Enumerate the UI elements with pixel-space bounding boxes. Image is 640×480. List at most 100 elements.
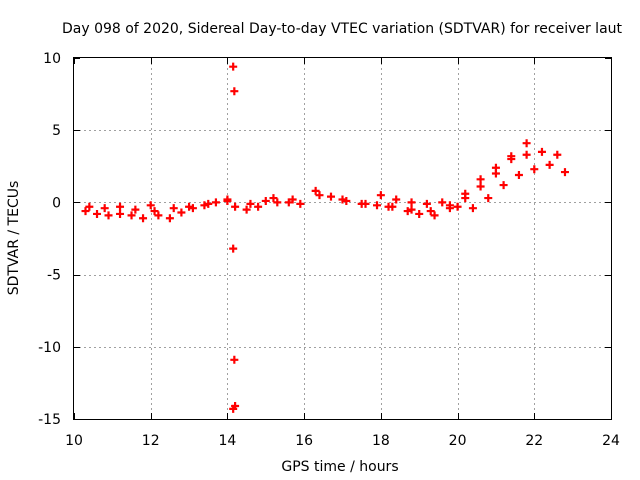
data-point bbox=[269, 194, 278, 203]
y-tick-label: 0 bbox=[52, 195, 61, 211]
x-tick-label: 22 bbox=[525, 433, 543, 449]
data-point bbox=[204, 199, 213, 208]
x-tick-label: 24 bbox=[602, 433, 620, 449]
data-point bbox=[445, 201, 454, 210]
data-point bbox=[188, 204, 197, 213]
data-point bbox=[326, 192, 335, 201]
data-point bbox=[422, 199, 431, 208]
data-point bbox=[139, 214, 148, 223]
data-point bbox=[169, 204, 178, 213]
data-point bbox=[223, 195, 232, 204]
data-point bbox=[229, 62, 238, 71]
data-point bbox=[177, 208, 186, 217]
data-point bbox=[231, 202, 240, 211]
data-point bbox=[127, 211, 136, 220]
data-point bbox=[384, 202, 393, 211]
data-point bbox=[116, 202, 125, 211]
data-point bbox=[407, 198, 416, 207]
data-point bbox=[499, 181, 508, 190]
x-tick-label: 14 bbox=[219, 433, 237, 449]
data-point bbox=[342, 196, 351, 205]
data-point bbox=[261, 196, 270, 205]
data-point bbox=[560, 168, 569, 177]
data-point bbox=[476, 175, 485, 184]
data-point bbox=[165, 214, 174, 223]
data-point bbox=[545, 160, 554, 169]
data-point bbox=[273, 198, 282, 207]
data-point bbox=[200, 201, 209, 210]
x-tick-labels: 10 12 14 16 18 20 22 24 bbox=[65, 433, 620, 449]
y-tick-label: -10 bbox=[38, 340, 61, 356]
data-point bbox=[415, 209, 424, 218]
data-point bbox=[338, 195, 347, 204]
data-point bbox=[491, 163, 500, 172]
series-band-2 bbox=[85, 147, 562, 216]
data-point bbox=[522, 150, 531, 159]
data-point bbox=[154, 211, 163, 220]
grid-lines bbox=[74, 58, 611, 419]
data-point bbox=[81, 207, 90, 216]
data-point bbox=[116, 209, 125, 218]
data-point bbox=[361, 199, 370, 208]
x-tick-label: 20 bbox=[449, 433, 467, 449]
data-point bbox=[484, 194, 493, 203]
y-tick-label: 10 bbox=[43, 51, 61, 67]
y-axis-label: SDTVAR / TECUs bbox=[6, 181, 22, 296]
y-tick-label: 5 bbox=[52, 123, 61, 139]
data-point bbox=[131, 205, 140, 214]
data-point bbox=[468, 204, 477, 213]
data-point bbox=[146, 201, 155, 210]
data-point bbox=[246, 199, 255, 208]
data-point bbox=[461, 189, 470, 198]
data-point bbox=[150, 207, 159, 216]
x-tick-label: 18 bbox=[372, 433, 390, 449]
axis-ticks bbox=[74, 58, 612, 420]
data-point bbox=[311, 186, 320, 195]
data-point bbox=[426, 207, 435, 216]
data-points bbox=[81, 62, 569, 413]
data-point bbox=[403, 207, 412, 216]
x-tick-label: 10 bbox=[65, 433, 83, 449]
data-point bbox=[85, 202, 94, 211]
series-outliers-14h bbox=[229, 62, 240, 413]
data-point bbox=[392, 195, 401, 204]
x-tick-label: 12 bbox=[142, 433, 160, 449]
data-point bbox=[430, 211, 439, 220]
data-point bbox=[230, 87, 239, 96]
data-point bbox=[242, 205, 251, 214]
data-point bbox=[296, 199, 305, 208]
y-tick-label: -15 bbox=[38, 412, 61, 428]
chart-title: Day 098 of 2020, Sidereal Day-to-day VTE… bbox=[62, 21, 623, 37]
data-point bbox=[254, 202, 263, 211]
data-point bbox=[476, 182, 485, 191]
data-point bbox=[373, 201, 382, 210]
data-point bbox=[211, 198, 220, 207]
data-point bbox=[530, 165, 539, 174]
data-point bbox=[100, 204, 109, 213]
plot-frame bbox=[73, 57, 612, 420]
y-tick-label: -5 bbox=[47, 268, 61, 284]
data-point bbox=[229, 244, 238, 253]
data-point bbox=[553, 150, 562, 159]
data-point bbox=[231, 402, 240, 411]
data-point bbox=[453, 202, 462, 211]
data-point bbox=[376, 191, 385, 200]
data-point bbox=[522, 139, 531, 148]
data-point bbox=[537, 147, 546, 156]
data-point bbox=[407, 205, 416, 214]
data-point bbox=[230, 355, 239, 364]
data-point bbox=[438, 198, 447, 207]
data-point bbox=[288, 195, 297, 204]
data-point bbox=[507, 155, 516, 164]
data-point bbox=[93, 209, 102, 218]
series-band-3 bbox=[376, 160, 569, 213]
y-tick-labels: -15 -10 -5 0 5 10 bbox=[38, 51, 61, 428]
data-point bbox=[185, 202, 194, 211]
data-point bbox=[514, 170, 523, 179]
data-point bbox=[315, 191, 324, 200]
x-axis-label: GPS time / hours bbox=[281, 459, 398, 475]
data-point bbox=[104, 211, 113, 220]
x-tick-label: 16 bbox=[295, 433, 313, 449]
